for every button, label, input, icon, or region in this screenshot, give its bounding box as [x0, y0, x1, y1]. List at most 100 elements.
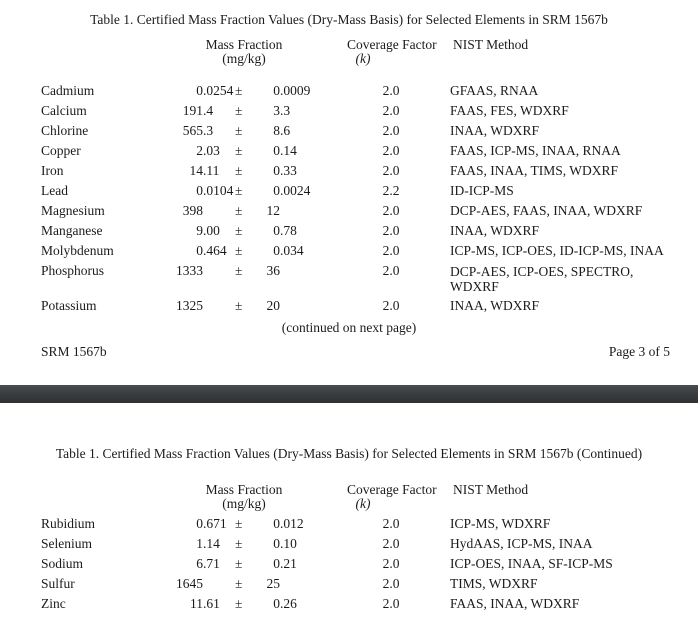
plus-minus-symbol: ± [235, 263, 243, 278]
nist-method-value: HydAAS, ICP-MS, INAA [450, 534, 698, 554]
uncertainty-integer: 0 [273, 143, 280, 158]
value-integer: 1 [196, 536, 203, 551]
coverage-factor-value: 2.0 [382, 516, 400, 531]
nist-method-value: GFAAS, RNAA [450, 81, 698, 101]
nist-method-value: INAA, WDXRF [450, 296, 698, 316]
page-break-divider [0, 385, 698, 403]
value-decimal: .03 [203, 143, 220, 158]
element-name: Rubidium [41, 516, 96, 531]
value-integer: 11 [190, 596, 203, 611]
plus-minus-symbol: ± [235, 298, 243, 313]
table-row: Cadmium 0.0254 ±0.0009 2.0 GFAAS, RNAA [0, 81, 698, 101]
element-name: Potassium [41, 298, 97, 313]
value-decimal: .14 [203, 536, 220, 551]
column-header-coverage-factor-unit: (k) [355, 51, 371, 66]
value-decimal: .0104 [203, 183, 234, 198]
plus-minus-symbol: ± [235, 83, 243, 98]
nist-method-line: DCP-AES, ICP-OES, SPECTRO, [450, 264, 634, 279]
coverage-factor-value: 2.0 [382, 103, 400, 118]
coverage-factor-value: 2.0 [382, 223, 400, 238]
table-row: Rubidium 0.671 ±0.012 2.0 ICP-MS, WDXRF [0, 514, 698, 534]
value-decimal: .00 [203, 223, 220, 238]
coverage-factor-value: 2.0 [382, 536, 400, 551]
nist-method-value: FAAS, FES, WDXRF [450, 101, 698, 121]
uncertainty-integer: 0 [273, 83, 280, 98]
nist-method-line: GFAAS, RNAA [450, 83, 539, 98]
nist-method-line: INAA, WDXRF [450, 223, 540, 238]
table-row: Iron 14.11 ±0.33 2.0 FAAS, INAA, TIMS, WDXRF [0, 161, 698, 181]
table-row: Sodium 6.71 ±0.21 2.0 ICP-OES, INAA, SF-ICP-… [0, 554, 698, 574]
uncertainty-integer: 3 [273, 103, 280, 118]
uncertainty-decimal: .3 [280, 103, 291, 118]
table-row: Selenium 1.14 ±0.10 2.0 HydAAS, ICP-MS, INAA [0, 534, 698, 554]
value-decimal [203, 574, 233, 594]
uncertainty-integer: 0 [273, 163, 280, 178]
value-integer: 0 [196, 183, 203, 198]
table-row: Potassium 1325 ±20 2.0 INAA, WDXRF [0, 296, 698, 316]
coverage-factor-value: 2.0 [382, 596, 400, 611]
table-body: Rubidium 0.671 ±0.012 2.0 ICP-MS, WDXRF Selen… [0, 514, 698, 614]
coverage-factor-value: 2.0 [382, 123, 400, 138]
plus-minus-symbol: ± [235, 143, 243, 158]
value-integer: 1333 [176, 263, 203, 278]
nist-method-line: ICP-MS, WDXRF [450, 516, 551, 531]
element-name: Lead [41, 183, 68, 198]
coverage-factor-value: 2.0 [382, 576, 400, 591]
coverage-factor-value: 2.0 [382, 556, 400, 571]
value-integer: 0 [196, 83, 203, 98]
column-header-mass-fraction: Mass Fraction [205, 37, 283, 52]
element-name: Chlorine [41, 123, 89, 138]
value-integer: 1645 [176, 576, 203, 591]
uncertainty-decimal: .78 [280, 223, 297, 238]
value-integer: 6 [196, 556, 203, 571]
value-decimal: .3 [203, 123, 214, 138]
value-decimal: .71 [203, 556, 220, 571]
value-decimal: .464 [203, 243, 227, 258]
column-header-coverage-factor: Coverage Factor [347, 482, 437, 497]
table-body: Cadmium 0.0254 ±0.0009 2.0 GFAAS, RNAA Calciu… [0, 81, 698, 316]
column-header-mass-fraction: Mass Fraction [205, 482, 283, 497]
column-header-nist-method: NIST Method [453, 482, 529, 497]
nist-method-line: DCP-AES, FAAS, INAA, WDXRF [450, 203, 643, 218]
value-decimal: .671 [203, 516, 227, 531]
uncertainty-decimal: .14 [280, 143, 297, 158]
plus-minus-symbol: ± [235, 223, 243, 238]
element-name: Selenium [41, 536, 92, 551]
column-header-mass-fraction-unit: (mg/kg) [222, 51, 266, 66]
nist-method-value: ICP-OES, INAA, SF-ICP-MS [450, 554, 698, 574]
table-row: Zinc 11.61 ±0.26 2.0 FAAS, INAA, WDXRF [0, 594, 698, 614]
uncertainty-integer: 20 [266, 298, 281, 313]
nist-method-line: HydAAS, ICP-MS, INAA [450, 536, 593, 551]
plus-minus-symbol: ± [235, 183, 243, 198]
uncertainty-decimal: .6 [280, 123, 291, 138]
element-name: Calcium [41, 103, 87, 118]
value-decimal [203, 261, 233, 296]
nist-method-value: INAA, WDXRF [450, 221, 698, 241]
continued-note: (continued on next page) [281, 320, 417, 335]
plus-minus-symbol: ± [235, 163, 243, 178]
nist-method-value: TIMS, WDXRF [450, 574, 698, 594]
coverage-factor-value: 2.2 [382, 183, 400, 198]
element-name: Cadmium [41, 83, 95, 98]
coverage-factor-value: 2.0 [382, 143, 400, 158]
value-decimal [203, 296, 233, 316]
element-name: Copper [41, 143, 81, 158]
uncertainty-decimal: .0009 [280, 83, 311, 98]
nist-method-line: FAAS, INAA, TIMS, WDXRF [450, 163, 619, 178]
nist-method-line: ID-ICP-MS [450, 183, 514, 198]
element-name: Sulfur [41, 576, 75, 591]
table-row: Sulfur 1645 ±25 2.0 TIMS, WDXRF [0, 574, 698, 594]
plus-minus-symbol: ± [235, 596, 243, 611]
table-title-continued: Table 1. Certified Mass Fraction Values … [55, 446, 643, 461]
value-integer: 0 [196, 516, 203, 531]
table-row: Manganese 9.00 ±0.78 2.0 INAA, WDXRF [0, 221, 698, 241]
value-decimal: .11 [203, 163, 220, 178]
nist-method-value: ICP-MS, WDXRF [450, 514, 698, 534]
nist-method-value: INAA, WDXRF [450, 121, 698, 141]
uncertainty-decimal [280, 201, 332, 221]
footer-page-number: Page 3 of 5 [608, 344, 670, 359]
nist-method-line: WDXRF [450, 279, 499, 294]
uncertainty-integer: 0 [273, 183, 280, 198]
table-row: Chlorine 565.3 ±8.6 2.0 INAA, WDXRF [0, 121, 698, 141]
